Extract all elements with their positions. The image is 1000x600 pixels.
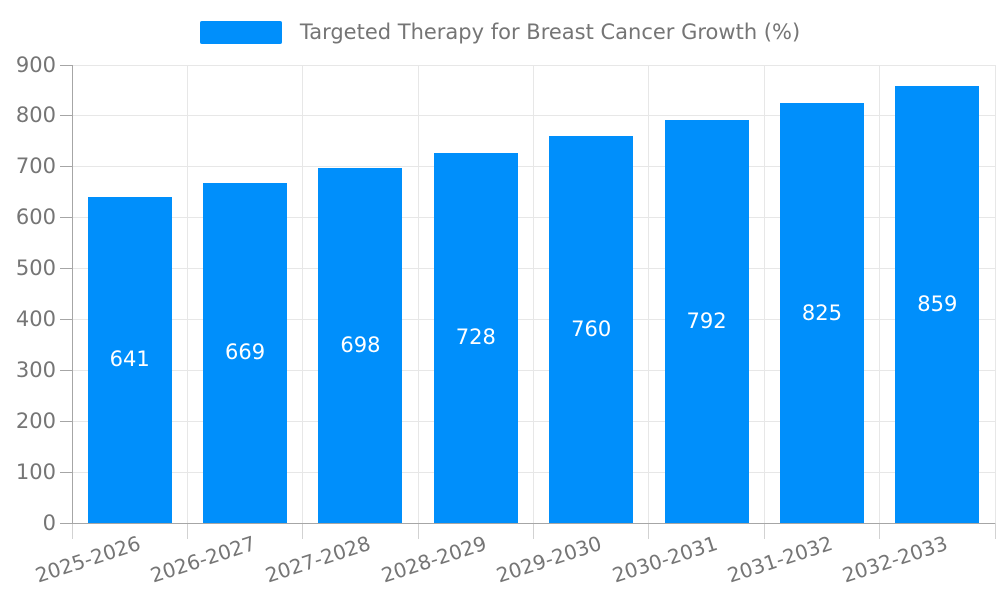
- bar-value-label: 669: [225, 340, 266, 365]
- x-axis-tick: [994, 523, 996, 539]
- bar-value-label: 641: [109, 347, 150, 372]
- bar-value-label: 825: [801, 300, 842, 325]
- x-axis-category-label: 2026-2027: [147, 531, 259, 588]
- y-axis-tick: [60, 268, 72, 270]
- y-axis-tick: [60, 318, 72, 320]
- y-axis-tick-label: 900: [15, 52, 56, 77]
- bar[interactable]: [318, 167, 403, 523]
- chart-legend[interactable]: Targeted Therapy for Breast Cancer Growt…: [0, 14, 1000, 50]
- x-axis-category-label: 2030-2031: [608, 531, 720, 588]
- y-axis-tick-label: 100: [15, 459, 56, 484]
- bar-value-label: 792: [686, 308, 727, 333]
- v-gridline: [994, 65, 996, 523]
- x-axis-tick: [879, 523, 881, 539]
- y-axis-tick: [60, 64, 72, 66]
- v-gridline: [763, 65, 765, 523]
- y-axis-tick: [60, 217, 72, 219]
- v-gridline: [417, 65, 419, 523]
- x-axis-category-label: 2025-2026: [32, 531, 144, 588]
- legend-label: Targeted Therapy for Breast Cancer Growt…: [299, 20, 801, 44]
- bar-value-label: 698: [340, 332, 381, 357]
- v-gridline: [648, 65, 650, 523]
- x-axis-tick: [417, 523, 419, 539]
- x-axis-tick: [302, 523, 304, 539]
- v-gridline: [302, 65, 304, 523]
- y-axis-tick-label: 800: [15, 103, 56, 128]
- y-axis-tick-label: 700: [15, 154, 56, 179]
- bar[interactable]: [895, 85, 980, 523]
- x-axis-category-label: 2031-2032: [724, 531, 836, 588]
- x-axis-category-label: 2027-2028: [262, 531, 374, 588]
- bar-value-label: 859: [917, 291, 958, 316]
- y-axis-tick-label: 200: [15, 408, 56, 433]
- y-axis-tick-label: 0: [42, 510, 56, 535]
- bar[interactable]: [779, 103, 864, 523]
- v-gridline: [186, 65, 188, 523]
- bar[interactable]: [664, 119, 749, 523]
- bar-value-label: 728: [455, 325, 496, 350]
- bar[interactable]: [203, 182, 288, 523]
- v-gridline: [879, 65, 881, 523]
- y-axis-tick-label: 400: [15, 306, 56, 331]
- x-axis-category-label: 2032-2033: [839, 531, 951, 588]
- y-axis-tick-label: 600: [15, 205, 56, 230]
- x-axis-category-label: 2028-2029: [378, 531, 490, 588]
- bar[interactable]: [549, 136, 634, 523]
- x-axis-tick: [71, 523, 73, 539]
- x-axis-tick: [533, 523, 534, 539]
- y-axis-line: [71, 65, 73, 523]
- y-axis-tick-label: 300: [15, 357, 56, 382]
- y-axis-tick-label: 500: [15, 256, 56, 281]
- y-axis-tick: [60, 471, 72, 473]
- y-axis-tick: [60, 166, 72, 168]
- bar-value-label: 760: [571, 317, 612, 342]
- x-axis-tick: [648, 523, 650, 539]
- y-axis-tick: [60, 115, 72, 117]
- v-gridline: [533, 65, 534, 523]
- x-axis-category-label: 2029-2030: [493, 531, 605, 588]
- bar[interactable]: [87, 196, 172, 523]
- bar[interactable]: [433, 152, 518, 523]
- x-axis-line: [60, 522, 995, 524]
- x-axis-tick: [763, 523, 765, 539]
- x-axis-tick: [186, 523, 188, 539]
- y-axis-tick: [60, 369, 72, 371]
- legend-swatch: [199, 20, 282, 44]
- y-axis-tick: [60, 420, 72, 422]
